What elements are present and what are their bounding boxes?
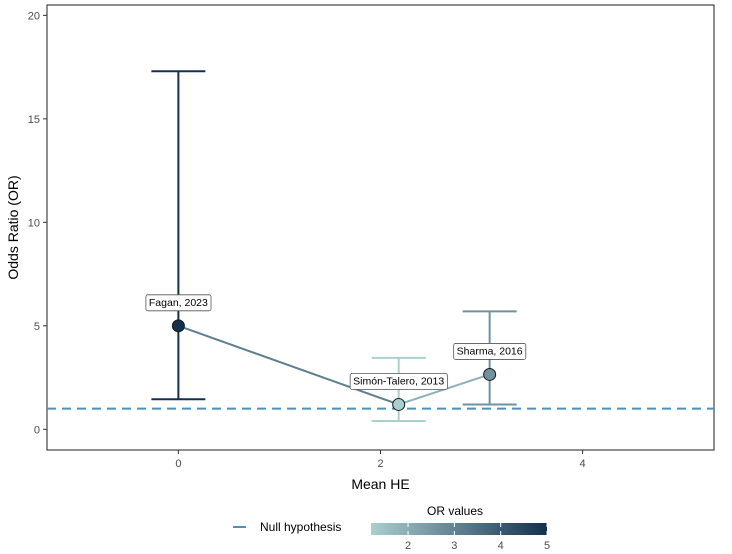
x-tick-label: 0 [175, 458, 181, 470]
data-point [171, 319, 185, 333]
study-label-box [349, 373, 448, 390]
y-tick-label: 0 [34, 424, 40, 436]
colorbar [371, 523, 547, 535]
colorbar-tick-label: 4 [498, 540, 504, 552]
y-tick-label: 15 [28, 114, 40, 126]
colorbar-tick-label: 5 [544, 540, 550, 552]
study-label-text: Sharma, 2016 [457, 345, 523, 357]
colorbar-title: OR values [427, 504, 483, 518]
data-point [483, 367, 497, 381]
study-label: Sharma, 2016 [453, 343, 527, 360]
x-tick-label: 4 [580, 458, 586, 470]
study-label: Simón-Talero, 2013 [349, 373, 448, 390]
y-tick-label: 5 [34, 321, 40, 333]
colorbar-ticks: 2 3 4 5 [405, 523, 550, 552]
y-axis-title: Odds Ratio (OR) [5, 175, 21, 279]
study-label-text: Fagan, 2023 [149, 297, 208, 309]
y-tick-label: 10 [28, 217, 40, 229]
connecting-line [178, 324, 400, 406]
data-point [392, 397, 406, 411]
y-tick-label: 20 [28, 10, 40, 22]
plot-layer: 0 5 10 15 20 0 2 4 Fagan, 2023 Simón-Talero, 2013… [28, 4, 715, 470]
legend: Null hypothesis OR values 2 3 4 5 [233, 504, 550, 552]
legend-null-hypothesis-label: Null hypothesis [260, 520, 341, 534]
colorbar-tick-label: 2 [405, 540, 411, 552]
x-axis-title: Mean HE [351, 476, 409, 492]
colorbar-tick-label: 3 [451, 540, 457, 552]
x-tick-label: 2 [377, 458, 383, 470]
study-label-box [145, 294, 212, 312]
study-label-text: Simón-Talero, 2013 [353, 375, 444, 387]
study-label: Fagan, 2023 [145, 294, 212, 312]
study-label-box [453, 343, 527, 360]
